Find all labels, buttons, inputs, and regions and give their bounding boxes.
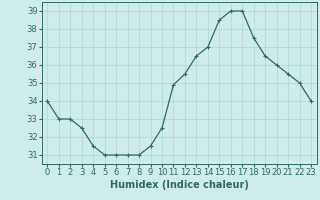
X-axis label: Humidex (Indice chaleur): Humidex (Indice chaleur) [110,180,249,190]
